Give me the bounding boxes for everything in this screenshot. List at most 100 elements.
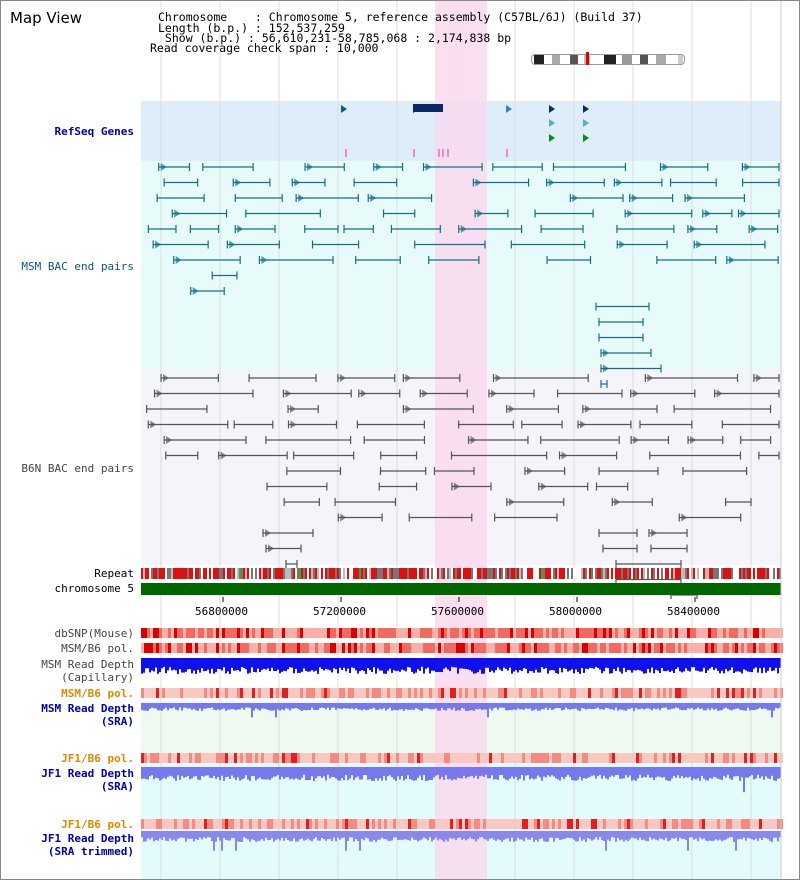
jf1-sra-depth-bar [759, 767, 761, 779]
jf1-sra-depth-bar [779, 767, 781, 779]
polymorphism-heat-cell [678, 753, 681, 763]
polymorphism-heat-cell [276, 819, 279, 829]
msm-sra-depth-bar [251, 703, 253, 718]
polymorphism-heat-cell [408, 643, 411, 653]
jf1-trim-depth-bar [671, 831, 673, 839]
jf1-trim-depth-bar [559, 831, 561, 841]
repeat-segment [669, 568, 671, 579]
polymorphism-heat-cell [579, 819, 582, 829]
repeat-segment [729, 568, 731, 579]
msm-sra-depth-bar [283, 703, 285, 711]
msm-sra-depth-bar [609, 703, 611, 710]
track-label-msm-bac[interactable]: MSM BAC end pairs [21, 260, 134, 273]
polymorphism-heat-cell [291, 819, 294, 829]
repeat-segment [255, 568, 257, 579]
polymorphism-heat-cell [207, 688, 210, 698]
jf1-sra-depth-bar [617, 767, 619, 775]
polymorphism-heat-cell [708, 819, 711, 829]
polymorphism-heat-cell [342, 628, 345, 638]
msm-capillary-depth-bar [757, 658, 759, 673]
jf1-trim-depth-bar [511, 831, 513, 838]
repeat-segment [353, 568, 355, 579]
repeat-segment [563, 568, 565, 579]
jf1-trim-depth-bar [563, 831, 565, 840]
repeat-segment [427, 568, 429, 579]
polymorphism-heat-cell [702, 628, 705, 638]
jf1-sra-depth-bar [423, 767, 425, 776]
jf1-sra-depth-bar [205, 767, 207, 776]
polymorphism-heat-cell [585, 628, 588, 638]
jf1-sra-depth-bar [387, 767, 389, 777]
jf1-sra-depth-bar [633, 767, 635, 780]
polymorphism-heat-cell [585, 688, 588, 698]
polymorphism-heat-cell [282, 628, 285, 638]
polymorphism-heat-cell [636, 628, 639, 638]
msm-capillary-depth-bar [747, 658, 749, 672]
track-label-refseq[interactable]: RefSeq Genes [54, 125, 134, 138]
polymorphism-heat-cell [618, 628, 621, 638]
jf1-trim-depth-bar [141, 831, 143, 838]
msm-sra-depth-bar [263, 703, 265, 709]
repeat-segment [549, 568, 551, 579]
msm-capillary-depth-bar [329, 658, 331, 671]
msm-capillary-depth-bar [691, 658, 693, 668]
jf1-sra-depth-bar [355, 767, 357, 778]
polymorphism-heat-cell [156, 628, 159, 638]
jf1-trim-depth-bar [243, 831, 245, 838]
jf1-sra-depth-bar [307, 767, 309, 781]
jf1-sra-depth-bar [217, 767, 219, 778]
repeat-segment [637, 568, 639, 579]
msm-bac-end-marker [294, 178, 301, 187]
msm-sra-depth-bar [289, 703, 291, 711]
polymorphism-heat-cell [165, 628, 168, 638]
chromosome-ideogram[interactable] [531, 54, 685, 65]
polymorphism-heat-cell [633, 628, 636, 638]
jf1-trim-depth-bar [719, 831, 721, 840]
jf1-sra-depth-bar [299, 767, 301, 780]
jf1-sra-depth-bar [495, 767, 497, 780]
jf1-sra-depth-bar [665, 767, 667, 780]
jf1-sra-depth-bar [463, 767, 465, 776]
jf1-trim-depth-bar [663, 831, 665, 841]
repeat-segment [331, 568, 333, 579]
msm-sra-depth-bar [369, 703, 371, 709]
repeat-segment [297, 568, 299, 579]
polymorphism-heat-cell [369, 753, 372, 763]
polymorphism-heat-cell [375, 628, 378, 638]
repeat-segment [195, 568, 197, 579]
polymorphism-heat-cell [453, 688, 456, 698]
msm-capillary-depth-bar [225, 658, 227, 674]
repeat-segment [239, 568, 241, 579]
repeat-segment [661, 568, 663, 579]
polymorphism-heat-cell [354, 628, 357, 638]
repeat-segment [363, 568, 365, 579]
polymorphism-heat-cell [612, 753, 615, 763]
gene-arrow [583, 105, 589, 113]
repeat-segment [721, 568, 723, 579]
polymorphism-heat-cell [774, 643, 777, 653]
jf1-trim-depth-bar [703, 831, 705, 839]
polymorphism-heat-cell [639, 643, 642, 653]
repeat-segment [765, 568, 767, 579]
msm-sra-depth-bar [465, 703, 467, 711]
msm-capillary-depth-bar [195, 658, 197, 674]
jf1-trim-depth-bar [397, 831, 399, 841]
jf1-trim-depth-bar [255, 831, 257, 842]
msm-sra-depth-bar [151, 703, 153, 708]
msm-sra-depth-bar [433, 703, 435, 710]
msm-capillary-depth-bar [645, 658, 647, 674]
msm-sra-depth-bar [441, 703, 443, 708]
polymorphism-heat-cell [600, 643, 603, 653]
msm-bac-end-marker [728, 256, 735, 264]
polymorphism-heat-cell [378, 628, 381, 638]
jf1-sra-depth-bar [749, 767, 751, 777]
jf1-sra-depth-bar [753, 767, 755, 780]
polymorphism-heat-cell [738, 688, 741, 698]
jf1-trim-depth-bar [493, 831, 495, 840]
polymorphism-heat-cell [570, 643, 573, 653]
msm-capillary-depth-bar [681, 658, 683, 673]
track-label-b6n-bac[interactable]: B6N BAC end pairs [21, 462, 134, 475]
msm-capillary-depth-bar [723, 658, 725, 674]
msm-sra-depth-bar [209, 703, 211, 709]
